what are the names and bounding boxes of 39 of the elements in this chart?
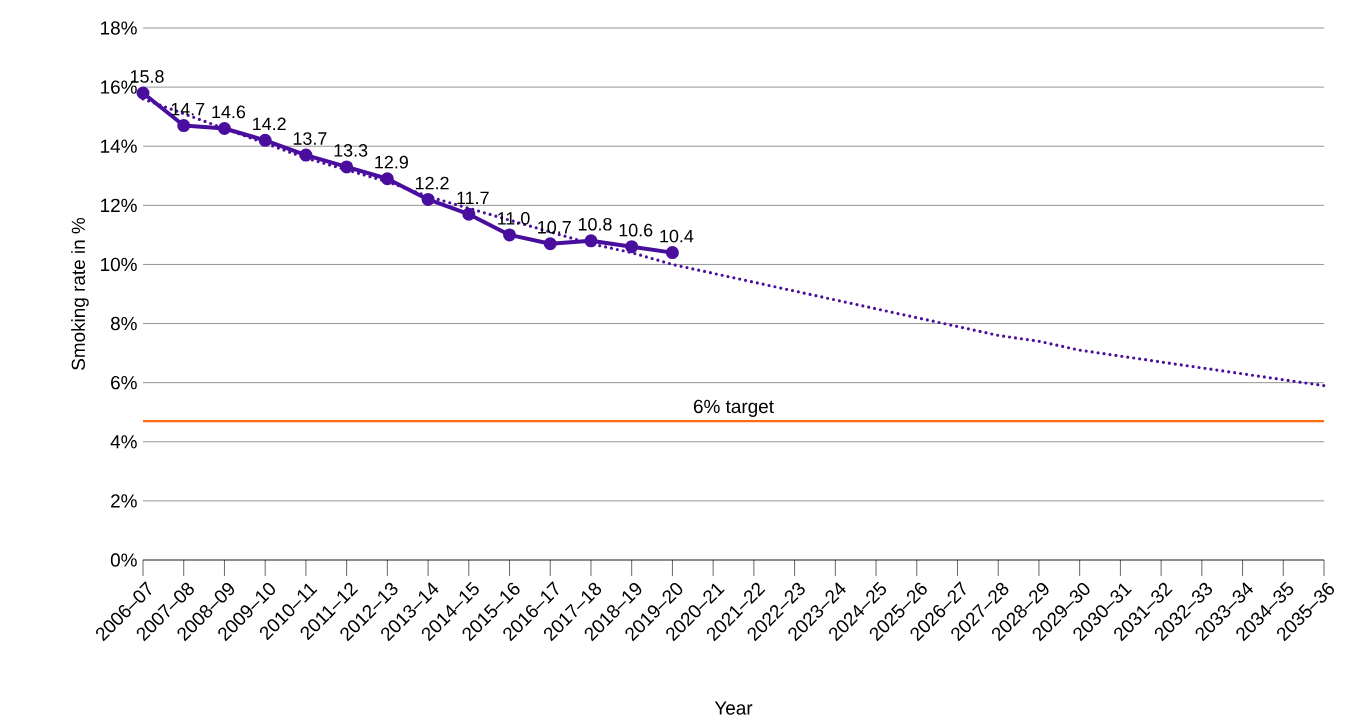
- data-label: 12.9: [375, 155, 408, 169]
- point: [217, 121, 231, 135]
- data-label: 12.2: [415, 176, 449, 190]
- point: [665, 246, 679, 260]
- y-tick-label: 4%: [110, 435, 137, 449]
- y-tick-label: 6%: [111, 375, 137, 390]
- point: [177, 119, 191, 133]
- data-label: 11.7: [457, 191, 489, 204]
- y-tick-label: 18%: [101, 21, 137, 35]
- point: [462, 207, 476, 221]
- y-tick-label: 8%: [110, 316, 137, 331]
- point: [421, 192, 435, 206]
- data-label: 14.2: [253, 117, 286, 131]
- point: [380, 172, 394, 186]
- data-label: 13.3: [334, 144, 368, 157]
- data-label: 10.4: [660, 229, 694, 243]
- data-label: 10.6: [619, 223, 653, 237]
- x-axis-title: Year: [714, 701, 753, 715]
- y-tick-label: 2%: [111, 494, 137, 508]
- y-tick-label: 14%: [101, 139, 137, 153]
- point: [625, 240, 639, 254]
- y-tick-label: 12%: [101, 198, 137, 212]
- point: [503, 228, 517, 242]
- ref-line-label: 6% target: [693, 399, 774, 417]
- data-label: 14.7: [171, 102, 205, 116]
- point: [543, 237, 557, 251]
- data-label: 10.8: [578, 217, 612, 231]
- point: [299, 148, 313, 162]
- point: [136, 86, 150, 100]
- y-tick-label: 0%: [110, 553, 137, 567]
- y-axis-title: Smoking rate in %: [71, 217, 89, 370]
- data-label: 11.0: [498, 211, 530, 225]
- data-label: 13.7: [293, 132, 327, 145]
- point: [258, 133, 272, 147]
- y-tick-label: 10%: [101, 257, 137, 272]
- point: [584, 234, 598, 248]
- point: [340, 160, 354, 174]
- data-label: 10.7: [538, 220, 571, 234]
- data-label: 14.6: [212, 105, 246, 119]
